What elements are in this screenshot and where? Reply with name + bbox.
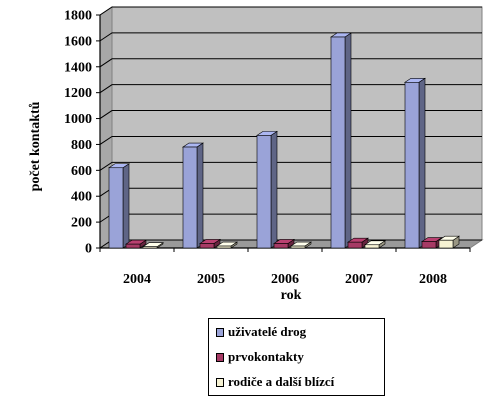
legend-label-prvokontakty: prvokontakty (228, 349, 304, 364)
gridline (99, 6, 482, 16)
legend-item-prvokontakty: prvokontakty (216, 348, 304, 366)
bar-side (418, 77, 426, 249)
y-tick-label: 800 (71, 138, 92, 153)
bar-side (270, 130, 278, 249)
bar-2005-s2 (216, 241, 238, 249)
bar-front (290, 245, 306, 249)
legend: uživatelé drog prvokontakty rodiče a dal… (208, 318, 385, 396)
x-tick-label: 2008 (419, 272, 447, 287)
y-tick-label: 1600 (64, 34, 92, 49)
bar-2004-s0 (108, 163, 130, 249)
bar-front (364, 244, 380, 249)
legend-item-rodice: rodiče a další blízcí (216, 373, 334, 391)
bar-front (438, 239, 454, 249)
y-tick-label: 200 (71, 216, 92, 231)
y-axis-title: počet kontaktů (28, 101, 43, 191)
legend-swatch-rodice (216, 377, 224, 387)
bar-2004-s1 (125, 239, 147, 249)
bar-front (216, 245, 232, 249)
gridline (99, 84, 482, 94)
bar-side (196, 142, 204, 249)
bar-2006-s0 (256, 130, 278, 249)
bar-2008-s2 (438, 235, 460, 249)
x-tick-label: 2004 (123, 272, 151, 287)
bar-2005-s1 (199, 238, 221, 249)
y-tick-label: 1400 (64, 60, 92, 75)
y-tick-label: 1000 (64, 112, 92, 127)
bar-2006-s1 (273, 238, 295, 249)
x-tick-label: 2007 (345, 272, 373, 287)
bar-side (344, 32, 352, 249)
bar-front (199, 243, 215, 249)
bar-front (182, 146, 198, 249)
y-tick-label: 0 (85, 242, 92, 257)
bar-2005-s0 (182, 142, 204, 249)
bar-front (404, 82, 420, 249)
bar-front (108, 167, 124, 249)
bar-2004-s2 (142, 242, 164, 249)
gridline (99, 135, 482, 145)
x-tick-label: 2005 (197, 272, 225, 287)
bar-2006-s2 (290, 241, 312, 249)
bar-front (142, 246, 158, 249)
plot-back-wall (111, 6, 483, 241)
bar-front (330, 36, 346, 249)
bar-side (122, 163, 130, 249)
legend-swatch-uzivatele-drog (216, 327, 224, 337)
gridline (99, 110, 482, 119)
legend-label-uzivatele-drog: uživatelé drog (228, 324, 307, 339)
legend-item-uzivatele-drog: uživatelé drog (216, 323, 306, 341)
bar-front (421, 241, 437, 249)
y-tick-label: 600 (71, 164, 92, 179)
bar-2008-s0 (404, 77, 426, 249)
legend-label-rodice: rodiče a další blízcí (228, 374, 335, 389)
bar-2007-s1 (347, 237, 369, 249)
gridline (99, 32, 482, 42)
bar-front (273, 243, 289, 249)
gridline (99, 161, 482, 171)
bar-front (125, 243, 141, 249)
bar-front (256, 135, 272, 249)
y-tick-label: 1800 (64, 9, 92, 24)
gridline (99, 58, 482, 68)
bar-front (347, 241, 363, 249)
y-tick-label: 400 (71, 190, 92, 205)
x-axis-title: rok (281, 288, 302, 303)
legend-swatch-prvokontakty (216, 352, 224, 362)
x-tick-label: 2006 (271, 272, 299, 287)
y-tick-label: 1200 (64, 86, 92, 101)
bar-2007-s2 (364, 240, 386, 249)
bar-2007-s0 (330, 32, 352, 249)
